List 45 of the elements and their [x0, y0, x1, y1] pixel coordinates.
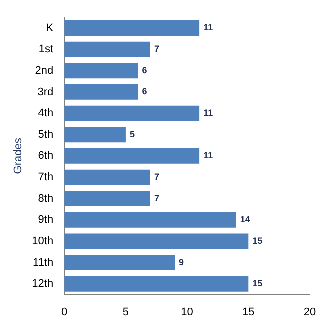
x-tick-label: 15	[242, 306, 255, 318]
y-tick-label: 4th	[38, 108, 54, 120]
y-tick-label: 5th	[38, 128, 54, 141]
y-axis-title: Grades	[12, 138, 25, 174]
x-tick-label: 10	[181, 306, 194, 318]
bar	[64, 127, 126, 143]
data-label: 7	[154, 193, 160, 204]
data-label: 11	[204, 22, 214, 33]
bar	[64, 106, 200, 122]
bar	[64, 63, 138, 79]
x-tick-label: 0	[62, 306, 68, 318]
bar	[64, 255, 176, 271]
y-tick-label: 2nd	[35, 64, 54, 77]
bar	[64, 234, 249, 250]
data-label: 9	[179, 257, 184, 268]
y-tick-label: 10th	[32, 236, 54, 248]
bar	[64, 191, 150, 207]
y-tick-label: 8th	[38, 192, 54, 205]
data-label: 5	[130, 129, 135, 140]
bar	[64, 276, 249, 292]
bar	[64, 42, 150, 58]
data-label: 7	[154, 172, 160, 182]
bar	[64, 170, 150, 186]
data-label: 11	[204, 108, 214, 118]
bar	[64, 212, 236, 228]
data-label: 6	[142, 65, 148, 76]
y-tick-label: 6th	[38, 150, 54, 162]
data-label: 11	[204, 150, 214, 161]
data-label: 14	[240, 214, 250, 225]
data-label: 6	[142, 86, 148, 97]
y-tick-label: 9th	[38, 214, 54, 226]
data-label: 15	[252, 236, 263, 246]
x-tick-label: 5	[122, 306, 130, 318]
bar	[64, 20, 200, 36]
bar	[64, 84, 138, 100]
y-tick-label: 7th	[38, 172, 54, 184]
y-tick-label: 11th	[33, 256, 54, 269]
y-tick-label: K	[46, 22, 54, 34]
x-tick-label: 20	[304, 306, 316, 318]
y-tick-label: 12th	[32, 278, 54, 290]
bar	[64, 148, 200, 164]
y-tick-label: 3rd	[38, 86, 54, 98]
data-label: 15	[252, 278, 263, 289]
data-label: 7	[154, 44, 160, 54]
y-tick-label: 1st	[38, 44, 54, 56]
